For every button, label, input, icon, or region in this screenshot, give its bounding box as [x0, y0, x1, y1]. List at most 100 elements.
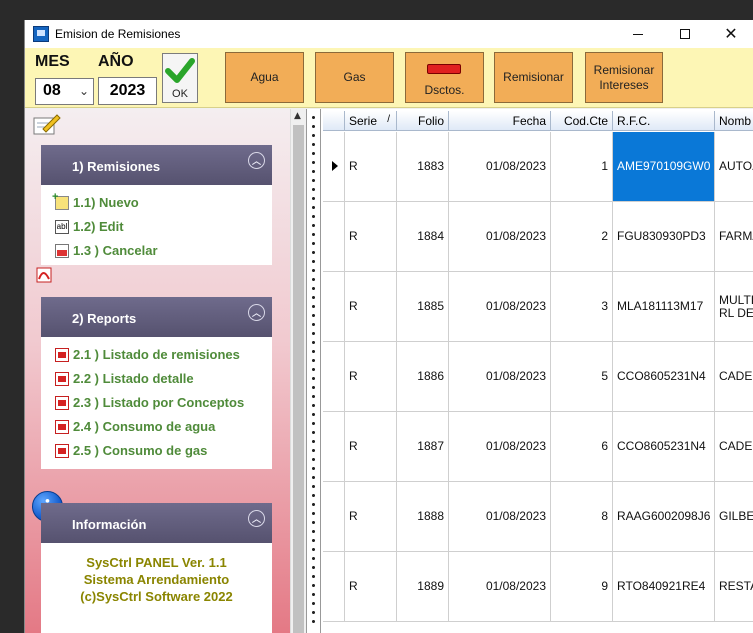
dsctos-button[interactable]: Dsctos. [405, 52, 484, 103]
column-header-serie[interactable]: Serie / [345, 111, 397, 131]
cell-rfc[interactable]: FGU830930PD3 [613, 202, 715, 272]
cell-nombre[interactable]: AUTOZ [715, 132, 753, 202]
row-indicator[interactable] [323, 412, 345, 482]
title-bar[interactable]: Emision de Remisiones ✕ [25, 20, 753, 48]
cell-fecha[interactable]: 01/08/2023 [449, 552, 551, 622]
current-row-icon [332, 161, 338, 171]
cell-fecha[interactable]: 01/08/2023 [449, 482, 551, 552]
maximize-button[interactable] [662, 20, 708, 48]
cell-nombre[interactable]: MULTI RL DE [715, 272, 753, 342]
consumo-gas-link[interactable]: 2.5 ) Consumo de gas [55, 443, 207, 458]
cell-cod[interactable]: 3 [551, 272, 613, 342]
row-indicator[interactable] [323, 482, 345, 552]
cell-serie[interactable]: R [345, 552, 397, 622]
reports-header[interactable]: 2) Reports ︿ [41, 297, 272, 337]
row-indicator[interactable] [323, 342, 345, 412]
nuevo-link[interactable]: 1.1) Nuevo [52, 191, 139, 211]
cell-nombre[interactable]: RESTA [715, 552, 753, 622]
cell-rfc[interactable]: AME970109GW0 [613, 132, 715, 202]
edit-link[interactable]: abl 1.2) Edit [55, 219, 124, 234]
cell-cod[interactable]: 9 [551, 552, 613, 622]
panel-scrollbar[interactable]: ▲ [290, 109, 306, 633]
discount-icon [427, 64, 461, 74]
cell-folio[interactable]: 1884 [397, 202, 449, 272]
listado-remisiones-link[interactable]: 2.1 ) Listado de remisiones [55, 347, 240, 362]
column-header-folio[interactable]: Folio [397, 111, 449, 131]
cancelar-label: 1.3 ) Cancelar [73, 243, 158, 258]
cell-serie[interactable]: R [345, 272, 397, 342]
consumo-agua-link[interactable]: 2.4 ) Consumo de agua [55, 419, 215, 434]
cell-folio[interactable]: 1885 [397, 272, 449, 342]
listado-conceptos-link[interactable]: 2.3 ) Listado por Conceptos [55, 395, 244, 410]
cell-cod[interactable]: 6 [551, 412, 613, 482]
cell-rfc[interactable]: MLA181113M17 [613, 272, 715, 342]
gas-button[interactable]: Gas [315, 52, 394, 103]
cell-fecha[interactable]: 01/08/2023 [449, 342, 551, 412]
cell-cod[interactable]: 5 [551, 342, 613, 412]
remisiones-title: 1) Remisiones [72, 159, 161, 174]
cell-serie[interactable]: R [345, 482, 397, 552]
ano-input[interactable]: 2023 [98, 77, 157, 105]
cell-serie[interactable]: R [345, 132, 397, 202]
cell-fecha[interactable]: 01/08/2023 [449, 272, 551, 342]
scrollbar-thumb[interactable] [293, 125, 304, 633]
cell-serie[interactable]: R [345, 412, 397, 482]
notepad-pencil-icon [33, 114, 61, 135]
row-indicator[interactable] [323, 132, 345, 202]
row-indicator[interactable] [323, 202, 345, 272]
column-header-codcte[interactable]: Cod.Cte [551, 111, 613, 131]
cell-nombre[interactable]: FARMA [715, 202, 753, 272]
cell-fecha[interactable]: 01/08/2023 [449, 202, 551, 272]
cancelar-link[interactable]: 1.3 ) Cancelar [55, 243, 158, 258]
ok-button[interactable]: OK [162, 53, 198, 103]
pdf-icon [55, 443, 69, 458]
cell-fecha[interactable]: 01/08/2023 [449, 412, 551, 482]
cell-rfc[interactable]: CCO8605231N4 [613, 412, 715, 482]
column-header-fecha[interactable]: Fecha [449, 111, 551, 131]
cell-folio[interactable]: 1883 [397, 132, 449, 202]
remisiones-group: 1) Remisiones ︿ 1.1) Nuevo abl 1.2) Edit … [41, 145, 272, 265]
listado-detalle-link[interactable]: 2.2 ) Listado detalle [55, 371, 194, 386]
splitter[interactable] [306, 109, 321, 633]
cell-nombre[interactable]: CADEN [715, 412, 753, 482]
cell-rfc[interactable]: RTO840921RE4 [613, 552, 715, 622]
row-indicator-header [323, 111, 345, 131]
minimize-button[interactable] [615, 20, 661, 48]
cell-fecha[interactable]: 01/08/2023 [449, 132, 551, 202]
collapse-icon[interactable]: ︿ [248, 304, 265, 321]
cell-rfc[interactable]: RAAG6002098J6 [613, 482, 715, 552]
cell-nombre[interactable]: GILBER [715, 482, 753, 552]
cell-cod[interactable]: 8 [551, 482, 613, 552]
info-header[interactable]: Información ︿ [41, 503, 272, 543]
column-header-rfc[interactable]: R.F.C. [613, 111, 715, 131]
mes-select[interactable]: 08 ⌄ [35, 78, 94, 105]
remisionar-intereses-button[interactable]: Remisionar Intereses [585, 52, 663, 103]
cell-folio[interactable]: 1888 [397, 482, 449, 552]
remisiones-body: 1.1) Nuevo abl 1.2) Edit 1.3 ) Cancelar [41, 185, 272, 265]
task-panel: 1) Remisiones ︿ 1.1) Nuevo abl 1.2) Edit … [25, 109, 290, 633]
row-indicator[interactable] [323, 552, 345, 622]
scroll-up-icon[interactable]: ▲ [294, 111, 301, 121]
cell-cod[interactable]: 2 [551, 202, 613, 272]
cell-folio[interactable]: 1889 [397, 552, 449, 622]
cell-cod[interactable]: 1 [551, 132, 613, 202]
cell-folio[interactable]: 1886 [397, 342, 449, 412]
close-button[interactable]: ✕ [708, 20, 753, 48]
column-header-nombre[interactable]: Nomb [715, 111, 753, 131]
cell-rfc[interactable]: CCO8605231N4 [613, 342, 715, 412]
collapse-icon[interactable]: ︿ [248, 152, 265, 169]
app-icon [33, 26, 49, 42]
row-indicator[interactable] [323, 272, 345, 342]
cell-folio[interactable]: 1887 [397, 412, 449, 482]
checkmark-icon [165, 58, 195, 83]
collapse-icon[interactable]: ︿ [248, 510, 265, 527]
cell-serie[interactable]: R [345, 342, 397, 412]
cell-nombre[interactable]: CADEN [715, 342, 753, 412]
remisionar-button[interactable]: Remisionar [494, 52, 573, 103]
remisiones-header[interactable]: 1) Remisiones ︿ [41, 145, 272, 185]
report-label: 2.3 ) Listado por Conceptos [73, 395, 245, 410]
agua-button[interactable]: Agua [225, 52, 304, 103]
ano-label: AÑO [98, 53, 134, 70]
mes-label: MES [35, 53, 70, 70]
cell-serie[interactable]: R [345, 202, 397, 272]
